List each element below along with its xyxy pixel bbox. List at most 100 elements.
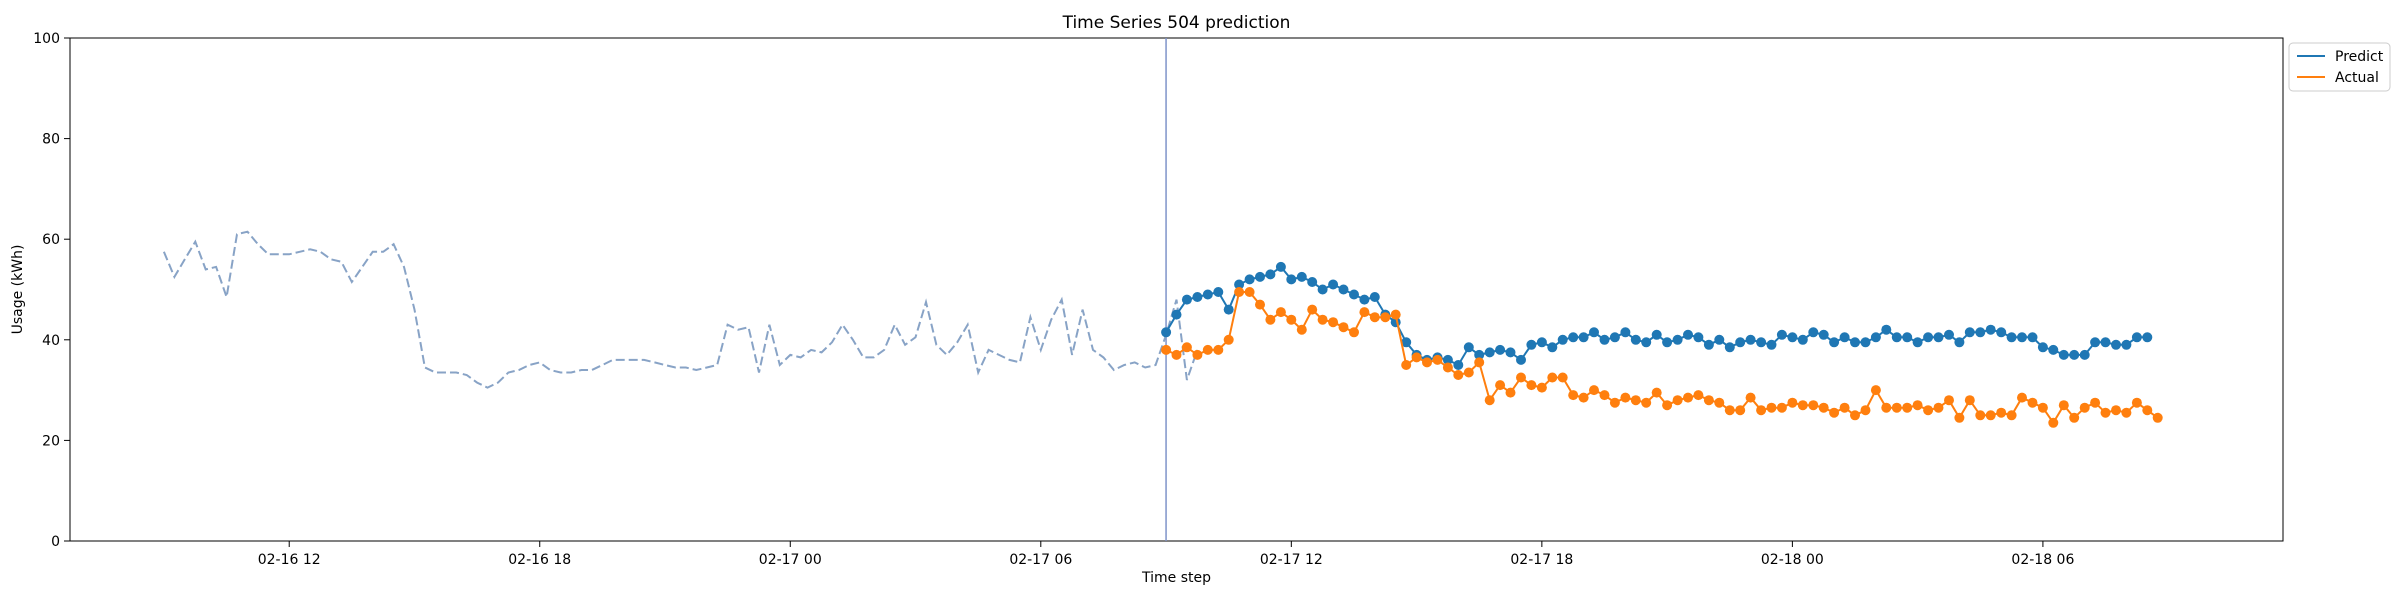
data-point-predict bbox=[1328, 279, 1339, 290]
data-point-actual bbox=[1651, 387, 1662, 398]
data-point-predict bbox=[1349, 289, 1359, 300]
data-point-actual bbox=[2006, 410, 2017, 421]
data-point-predict bbox=[2079, 349, 2090, 360]
data-point-actual bbox=[2048, 417, 2059, 428]
data-point-actual bbox=[1359, 307, 1370, 318]
data-point-actual bbox=[1672, 395, 1683, 406]
data-point-predict bbox=[2027, 332, 2038, 343]
data-point-actual bbox=[1797, 400, 1808, 411]
data-point-actual bbox=[1620, 392, 1631, 403]
data-point-predict bbox=[1453, 360, 1464, 370]
data-point-actual bbox=[1996, 407, 2007, 418]
data-point-actual bbox=[1223, 334, 1234, 345]
data-point-predict bbox=[1651, 329, 1662, 340]
data-point-actual bbox=[2152, 412, 2163, 423]
data-point-actual bbox=[1975, 410, 1986, 421]
data-point-actual bbox=[1756, 405, 1767, 416]
data-point-predict bbox=[1495, 344, 1506, 355]
data-point-actual bbox=[1432, 354, 1443, 365]
data-point-actual bbox=[1912, 400, 1923, 411]
data-point-actual bbox=[1662, 400, 1673, 411]
data-point-predict bbox=[1756, 337, 1767, 348]
data-point-actual bbox=[1860, 405, 1871, 416]
data-point-actual bbox=[1213, 344, 1224, 355]
data-point-predict bbox=[1526, 339, 1537, 350]
legend-label-actual: Actual bbox=[2335, 70, 2379, 86]
data-point-predict bbox=[1745, 334, 1756, 345]
data-point-actual bbox=[1317, 314, 1328, 325]
data-point-predict bbox=[1181, 294, 1192, 305]
data-point-actual bbox=[1192, 349, 1203, 360]
data-point-actual bbox=[1307, 304, 1318, 315]
data-point-actual bbox=[1338, 322, 1349, 333]
data-point-actual bbox=[2142, 405, 2153, 416]
data-point-predict bbox=[1703, 339, 1714, 350]
data-point-actual bbox=[1818, 402, 1829, 413]
data-point-predict bbox=[1234, 279, 1245, 290]
data-point-actual bbox=[1683, 392, 1693, 403]
data-point-actual bbox=[1463, 367, 1474, 378]
data-point-actual bbox=[1703, 395, 1714, 406]
data-point-predict bbox=[1964, 327, 1975, 338]
series-actual bbox=[1161, 287, 2163, 428]
data-point-predict bbox=[1818, 329, 1829, 340]
y-tick-label: 40 bbox=[42, 333, 60, 349]
data-point-predict bbox=[1714, 334, 1725, 345]
data-point-predict bbox=[1317, 284, 1328, 295]
data-point-predict bbox=[1850, 337, 1860, 348]
data-point-predict bbox=[1202, 289, 1213, 300]
data-point-actual bbox=[1776, 402, 1787, 413]
data-point-actual bbox=[1474, 357, 1485, 368]
data-point-actual bbox=[1557, 372, 1568, 383]
data-point-actual bbox=[2121, 407, 2132, 418]
data-point-predict bbox=[1307, 277, 1318, 287]
data-point-predict bbox=[1724, 342, 1735, 353]
data-point-actual bbox=[1380, 312, 1391, 323]
data-point-actual bbox=[2131, 397, 2142, 408]
data-point-actual bbox=[1516, 372, 1526, 383]
series-predict bbox=[1161, 261, 2153, 370]
data-point-predict bbox=[1359, 294, 1370, 305]
data-point-predict bbox=[1870, 332, 1881, 343]
data-point-predict bbox=[2037, 342, 2048, 353]
data-point-actual bbox=[1390, 309, 1401, 320]
data-point-actual bbox=[2111, 405, 2121, 416]
data-point-actual bbox=[1369, 312, 1380, 323]
data-point-actual bbox=[1526, 380, 1537, 391]
data-point-predict bbox=[2017, 332, 2027, 343]
data-point-predict bbox=[1369, 292, 1380, 302]
data-point-predict bbox=[1599, 334, 1610, 345]
data-point-predict bbox=[1516, 354, 1526, 365]
data-point-predict bbox=[1568, 332, 1579, 343]
data-point-actual bbox=[2100, 407, 2111, 418]
data-point-actual bbox=[1265, 314, 1276, 325]
data-point-predict bbox=[1213, 287, 1224, 297]
data-point-actual bbox=[1641, 397, 1652, 408]
x-tick-label: 02-18 06 bbox=[2011, 552, 2074, 568]
data-point-actual bbox=[1161, 344, 1172, 355]
data-point-predict bbox=[1192, 292, 1203, 302]
data-point-predict bbox=[1954, 337, 1965, 348]
data-point-actual bbox=[1954, 412, 1965, 423]
data-point-predict bbox=[1996, 327, 2007, 338]
data-point-predict bbox=[1881, 324, 1892, 335]
data-point-actual bbox=[1401, 360, 1412, 370]
data-point-predict bbox=[1808, 327, 1819, 338]
data-point-actual bbox=[1599, 390, 1610, 401]
data-point-predict bbox=[1578, 332, 1589, 343]
data-point-predict bbox=[2090, 337, 2101, 348]
data-point-actual bbox=[1202, 344, 1213, 355]
data-point-predict bbox=[1630, 334, 1641, 345]
data-point-predict bbox=[1286, 274, 1297, 285]
data-point-predict bbox=[1839, 332, 1850, 343]
data-point-actual bbox=[1275, 307, 1286, 318]
y-tick-label: 20 bbox=[42, 433, 60, 449]
data-point-actual bbox=[1891, 402, 1902, 413]
data-point-actual bbox=[1787, 397, 1798, 408]
data-point-actual bbox=[1964, 395, 1975, 406]
x-axis-title: Time step bbox=[1141, 570, 1211, 586]
data-point-predict bbox=[1797, 334, 1808, 345]
data-point-actual bbox=[2069, 412, 2080, 423]
data-point-actual bbox=[1745, 392, 1756, 403]
